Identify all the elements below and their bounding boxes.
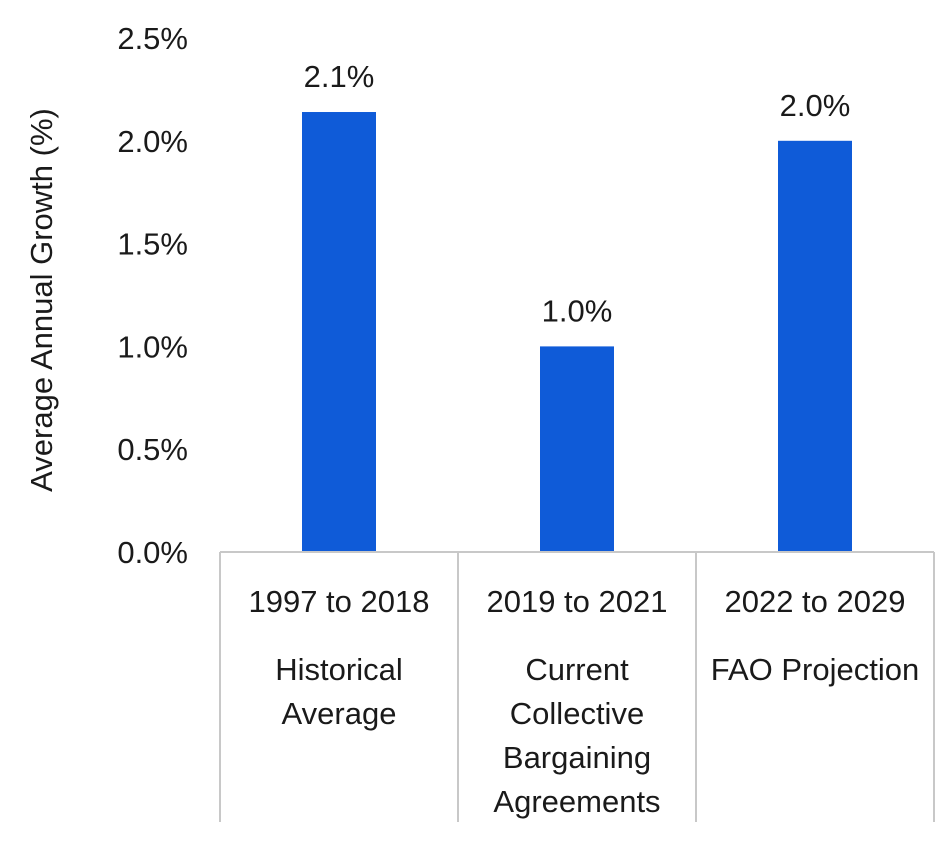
y-tick-label: 1.5% xyxy=(117,227,188,262)
category-description-label: Current xyxy=(525,652,629,687)
y-tick-label: 0.0% xyxy=(117,535,188,570)
category-axis: 1997 to 2018 Historical Average 2019 to 202… xyxy=(219,551,935,822)
bar xyxy=(302,112,376,553)
data-labels: 2.1% 1.0% 2.0% xyxy=(304,59,851,328)
category-period-label: 2019 to 2021 xyxy=(486,584,667,619)
bar xyxy=(540,346,614,552)
bar xyxy=(778,140,852,553)
category-description-label: Average xyxy=(282,696,397,731)
category-period-label: 1997 to 2018 xyxy=(248,584,429,619)
data-label: 2.0% xyxy=(780,88,851,123)
category-description-label: Agreements xyxy=(493,784,660,819)
y-tick-label: 2.5% xyxy=(117,21,188,56)
y-tick-label: 2.0% xyxy=(117,124,188,159)
data-label: 1.0% xyxy=(542,293,613,328)
category-description-label: Bargaining xyxy=(503,740,651,775)
category-description-label: Historical xyxy=(275,652,402,687)
bars xyxy=(302,112,852,553)
category-description-label: FAO Projection xyxy=(711,652,919,687)
y-axis-ticks: 0.0% 0.5% 1.0% 1.5% 2.0% 2.5% xyxy=(117,21,188,570)
data-label: 2.1% xyxy=(304,59,375,94)
category-description-label: Collective xyxy=(510,696,644,731)
y-tick-label: 0.5% xyxy=(117,432,188,467)
category-period-label: 2022 to 2029 xyxy=(724,584,905,619)
y-axis-title: Average Annual Growth (%) xyxy=(24,108,59,492)
y-tick-label: 1.0% xyxy=(117,329,188,364)
